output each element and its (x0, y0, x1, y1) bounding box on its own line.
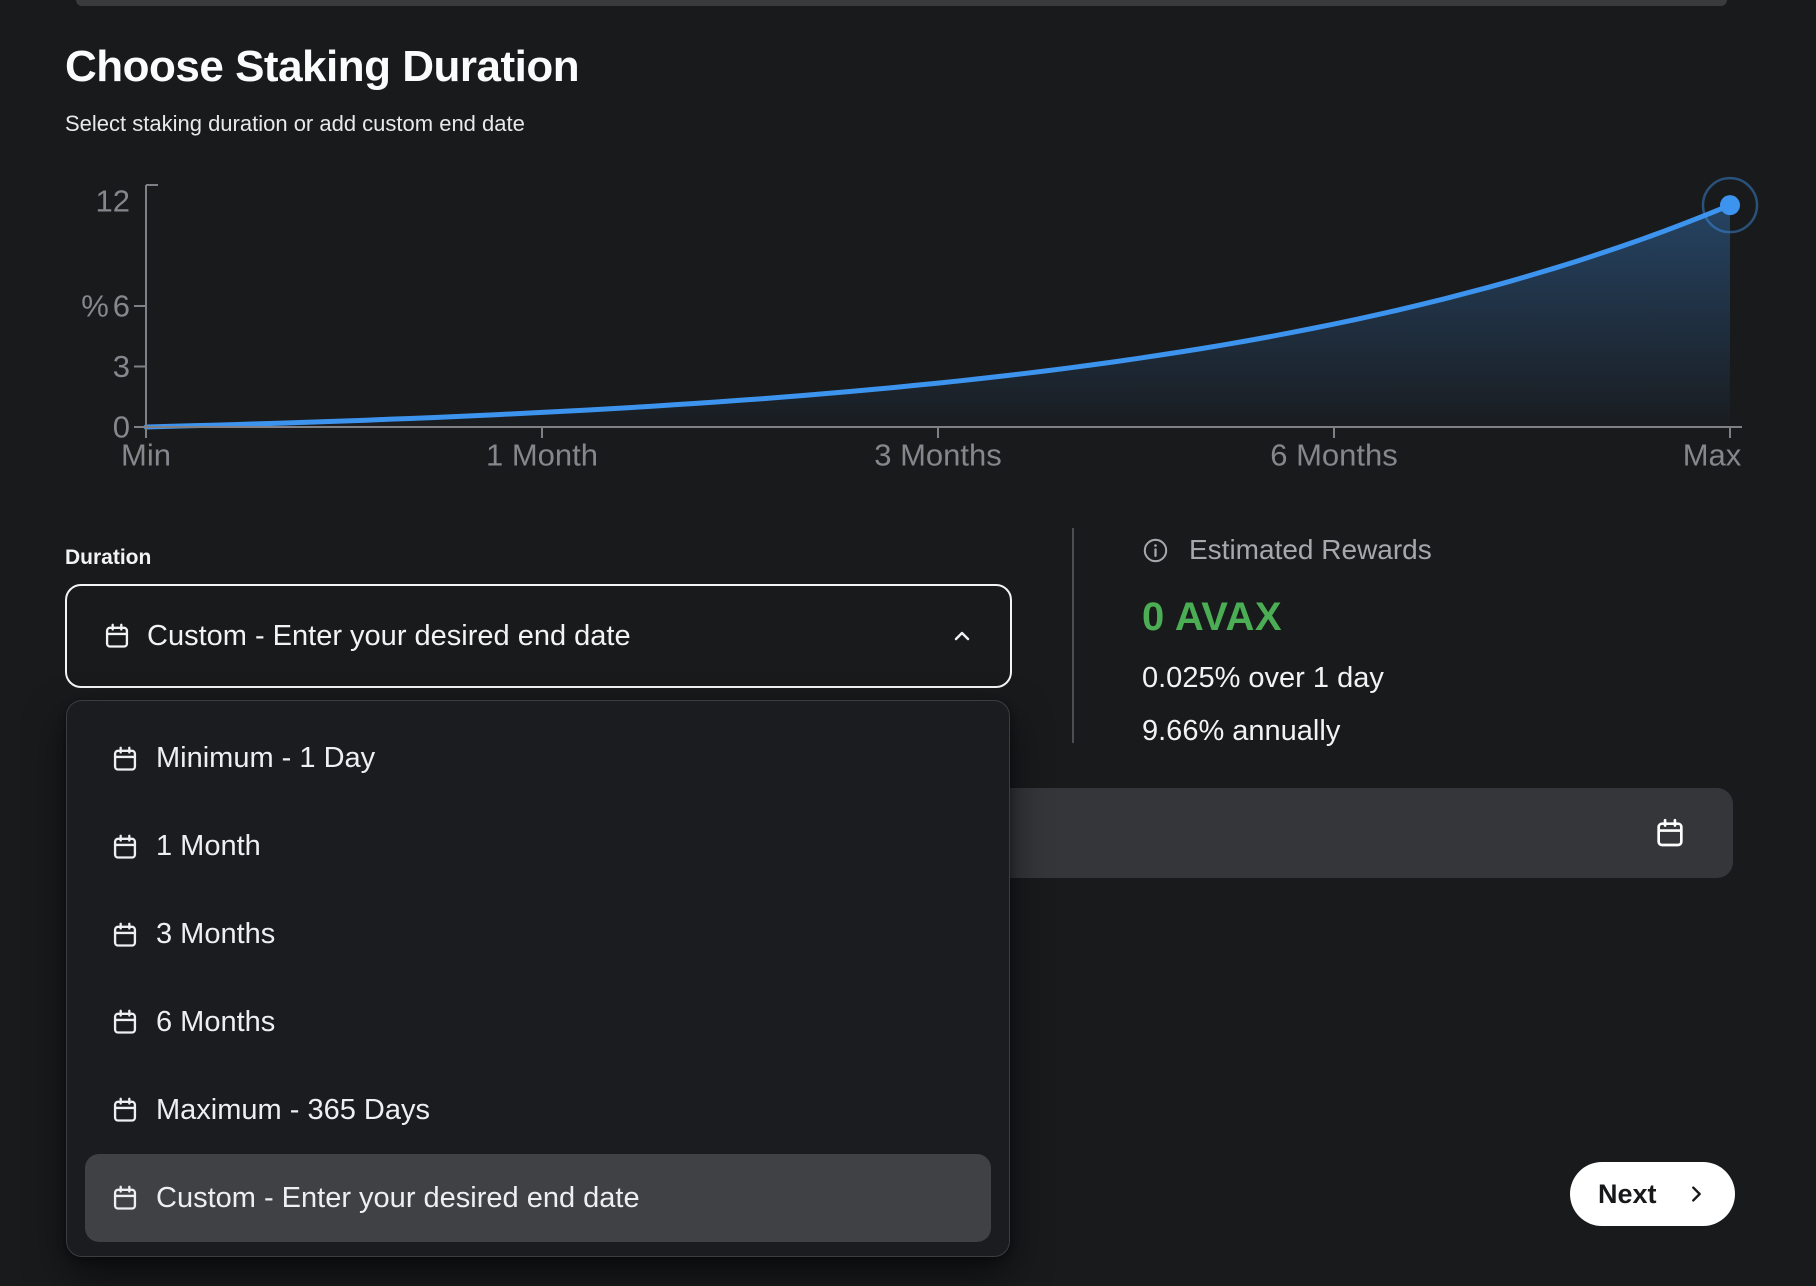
dropdown-option[interactable]: Maximum - 365 Days (85, 1066, 991, 1154)
calendar-icon (113, 1185, 137, 1210)
calendar-icon (105, 623, 129, 648)
chart-endpoint-dot (1720, 195, 1740, 216)
reward-rate-annual: 9.66% annually (1142, 715, 1341, 747)
page-subtitle: Select staking duration or add custom en… (65, 111, 525, 136)
y-tick-label: 3 (113, 349, 130, 384)
duration-field-label: Duration (65, 546, 152, 569)
y-axis-unit-label: % (81, 289, 109, 324)
y-tick-label: 0 (113, 410, 130, 445)
dropdown-option-label: 3 Months (156, 918, 276, 951)
duration-select-value: Custom - Enter your desired end date (147, 619, 631, 652)
x-tick-label: 1 Month (486, 438, 598, 473)
next-button[interactable]: Next (1570, 1162, 1735, 1226)
x-tick-label: Min (121, 438, 171, 473)
duration-select[interactable]: Custom - Enter your desired end date (65, 584, 1012, 688)
calendar-icon (113, 1010, 137, 1035)
dropdown-option-label: 1 Month (156, 830, 261, 863)
dropdown-option-label: Minimum - 1 Day (156, 742, 376, 775)
dropdown-option-label: Maximum - 365 Days (156, 1093, 430, 1126)
chart-area-fill (146, 205, 1730, 427)
chart-endpoint-ring (1701, 176, 1759, 234)
dropdown-option[interactable]: Minimum - 1 Day (85, 715, 991, 803)
reward-amount: 0 AVAX (1142, 595, 1283, 639)
y-tick-label: 6 (113, 289, 130, 324)
calendar-icon (113, 1097, 137, 1122)
calendar-icon (113, 922, 137, 947)
duration-rewards-chart: 0 3 6 12% Min 1 Month 3 Months 6 Months Max (81, 176, 1759, 473)
vertical-divider (1072, 528, 1074, 743)
x-tick-label: 6 Months (1270, 438, 1398, 473)
y-tick-label: 12 (96, 184, 130, 219)
dropdown-option[interactable]: Custom - Enter your desired end date (85, 1154, 991, 1242)
dropdown-option-label: 6 Months (156, 1005, 276, 1038)
chart-line (143, 202, 1733, 430)
top-card-edge (76, 0, 1727, 6)
dropdown-option-label: Custom - Enter your desired end date (156, 1181, 640, 1214)
calendar-icon (113, 834, 137, 859)
dropdown-option[interactable]: 3 Months (85, 891, 991, 979)
duration-dropdown-menu: Minimum - 1 Day 1 Month 3 Months 6 Month… (66, 700, 1010, 1257)
info-icon[interactable] (1142, 537, 1169, 564)
estimated-rewards-header: Estimated Rewards (1142, 534, 1432, 566)
x-tick-label: Max (1683, 438, 1742, 473)
chevron-up-icon (954, 631, 970, 641)
reward-rate-period: 0.025% over 1 day (1142, 662, 1384, 694)
chevron-right-icon (1692, 1186, 1701, 1202)
calendar-icon (113, 746, 137, 771)
dropdown-option[interactable]: 6 Months (85, 978, 991, 1066)
calendar-icon (1657, 818, 1683, 847)
dropdown-option[interactable]: 1 Month (85, 803, 991, 891)
next-button-label: Next (1598, 1178, 1657, 1209)
estimated-rewards-label: Estimated Rewards (1189, 534, 1432, 565)
page-title: Choose Staking Duration (65, 42, 580, 91)
date-picker-button[interactable] (1654, 817, 1686, 849)
x-tick-label: 3 Months (874, 438, 1002, 473)
